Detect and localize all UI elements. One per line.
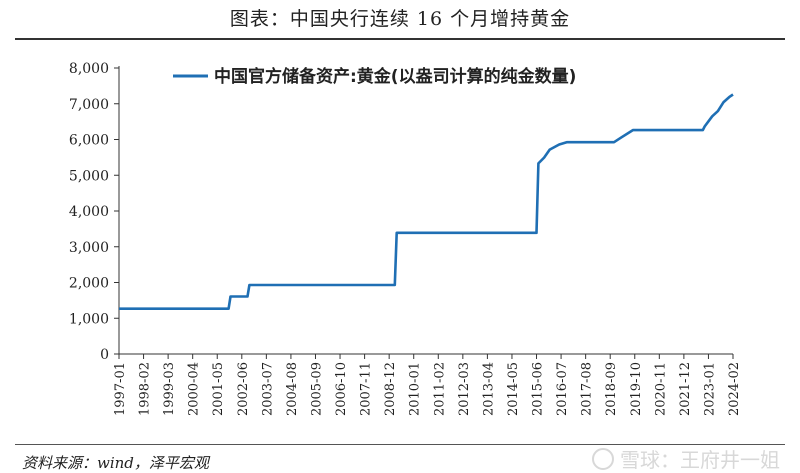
x-tick-label: 2010-01 (408, 362, 423, 416)
x-axis-ticks: 1997-01 1998-02 1999-03 2000-04 2001-05 2002-… (113, 354, 742, 416)
x-tick-label: 1998-02 (138, 362, 153, 416)
y-tick-label: 4,000 (69, 204, 109, 220)
y-tick-label: 0 (100, 347, 109, 363)
line-chart: 0 1,000 2,000 3,000 4,000 5,000 6,000 7,000 8,00… (69, 61, 742, 416)
x-tick-label: 1999-03 (162, 362, 177, 416)
x-tick-label: 2015-06 (531, 362, 546, 416)
x-tick-label: 2024-02 (727, 362, 742, 416)
x-tick-label: 2006-10 (334, 362, 349, 416)
y-tick-label: 1,000 (69, 311, 109, 327)
bottom-rule (15, 444, 785, 445)
x-tick-label: 2001-05 (211, 362, 226, 416)
x-tick-label: 2023-01 (702, 362, 717, 416)
y-tick-label: 6,000 (69, 133, 109, 149)
x-tick-label: 2014-05 (506, 362, 521, 416)
x-tick-label: 2000-04 (187, 362, 202, 416)
y-tick-label: 5,000 (69, 168, 109, 184)
x-tick-label: 2007-11 (359, 362, 374, 416)
x-tick-label: 2002-06 (236, 362, 251, 416)
watermark: 雪球：王府井一姐 (592, 444, 780, 473)
y-tick-label: 7,000 (69, 97, 109, 113)
x-tick-label: 2008-12 (383, 362, 398, 416)
source-note: 资料来源：wind，泽平宏观 (22, 454, 209, 472)
x-tick-label: 2019-10 (629, 362, 644, 416)
x-tick-label: 2017-08 (580, 362, 595, 416)
x-tick-label: 1997-01 (113, 362, 128, 416)
x-tick-label: 2018-09 (604, 362, 619, 416)
x-tick-label: 2005-09 (309, 362, 324, 416)
x-tick-label: 2003-07 (260, 362, 275, 416)
legend: 中国官方储备资产:黄金(以盎司计算的纯金数量) (173, 66, 576, 87)
x-tick-label: 2013-04 (481, 362, 496, 416)
top-rule (15, 38, 785, 40)
watermark-text: 雪球：王府井一姐 (620, 448, 780, 472)
x-tick-label: 2016-07 (555, 362, 570, 416)
y-tick-label: 3,000 (69, 240, 109, 256)
x-tick-label: 2021-12 (678, 362, 693, 416)
chart-title: 图表：中国央行连续 16 个月增持黄金 (229, 8, 571, 30)
legend-label: 中国官方储备资产:黄金(以盎司计算的纯金数量) (214, 66, 576, 87)
series-group (119, 93, 734, 311)
series-line-gold-reserves (119, 93, 734, 311)
chart-axes (118, 66, 733, 355)
y-tick-label: 2,000 (69, 276, 109, 292)
x-tick-label: 2012-03 (457, 362, 472, 416)
x-tick-label: 2020-11 (653, 362, 668, 416)
y-axis-ticks: 0 1,000 2,000 3,000 4,000 5,000 6,000 7,000 8,00… (69, 61, 119, 363)
y-tick-label: 8,000 (69, 61, 109, 77)
x-tick-label: 2011-02 (432, 362, 447, 416)
snowball-logo-icon (592, 447, 614, 470)
x-tick-label: 2004-08 (285, 362, 300, 416)
